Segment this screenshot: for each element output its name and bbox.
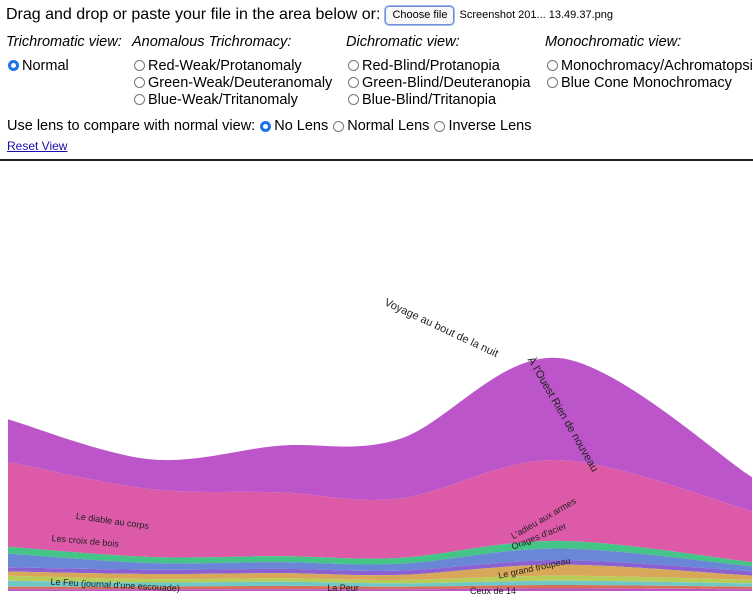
stream-layer <box>8 564 752 581</box>
option-achromatopsia[interactable]: Monochromacy/Achromatopsi <box>547 57 753 74</box>
option-label: Normal <box>22 57 69 74</box>
radio-icon[interactable] <box>134 94 145 105</box>
stream-label: La Peur <box>327 583 359 593</box>
divider <box>0 159 753 161</box>
option-deuteranomaly[interactable]: Green-Weak/Deuteranomaly <box>134 74 332 91</box>
option-tritanopia[interactable]: Blue-Blind/Tritanopia <box>348 91 496 108</box>
lens-option-inverse-lens[interactable]: Inverse Lens <box>434 118 531 134</box>
option-tritanomaly[interactable]: Blue-Weak/Tritanomaly <box>134 91 298 108</box>
anomalous-header: Anomalous Trichromacy: <box>132 34 292 50</box>
upload-label: Drag and drop or paste your file in the … <box>6 6 381 23</box>
stream-layer <box>8 580 752 587</box>
selected-file-name: Screenshot 201... 13.49.37.png <box>459 9 613 21</box>
option-protanopia[interactable]: Red-Blind/Protanopia <box>348 57 500 74</box>
streamgraph-chart: Voyage au bout de la nuit À l'Ouest Rien … <box>0 161 753 601</box>
lens-option-label: Normal Lens <box>347 118 430 134</box>
lens-option-no-lens[interactable]: No Lens <box>260 118 328 134</box>
radio-icon[interactable] <box>134 60 145 71</box>
stream-layer <box>8 575 752 584</box>
radio-icon[interactable] <box>434 120 446 132</box>
dichromatic-header: Dichromatic view: <box>346 34 460 50</box>
stream-layer <box>8 540 752 567</box>
option-label: Monochromacy/Achromatopsi <box>561 57 753 74</box>
option-blue-cone[interactable]: Blue Cone Monochromacy <box>547 74 732 91</box>
lens-option-label: No Lens <box>274 118 329 134</box>
radio-icon[interactable] <box>348 77 359 88</box>
trichromatic-header: Trichromatic view: <box>6 34 122 50</box>
radio-selected-icon[interactable] <box>8 60 19 71</box>
stream-label: Ceux de 14 <box>470 586 516 596</box>
reset-view-link[interactable]: Reset View <box>7 139 68 153</box>
option-protanomaly[interactable]: Red-Weak/Protanomaly <box>134 57 302 74</box>
toolbar: Drag and drop or paste your file in the … <box>0 0 753 159</box>
monochromatic-header: Monochromatic view: <box>545 34 682 50</box>
option-label: Red-Weak/Protanomaly <box>148 57 302 74</box>
radio-icon[interactable] <box>134 77 145 88</box>
option-label: Blue-Weak/Tritanomaly <box>148 91 298 108</box>
stream-layer <box>8 357 752 512</box>
stream-layer <box>8 548 752 572</box>
stream-layer <box>8 460 752 563</box>
option-normal[interactable]: Normal <box>8 57 69 74</box>
choose-file-button[interactable]: Choose file <box>384 4 456 26</box>
stream-layer <box>8 588 752 591</box>
upload-row: Drag and drop or paste your file in the … <box>6 4 613 26</box>
option-label: Blue-Blind/Tritanopia <box>362 91 497 108</box>
radio-icon[interactable] <box>547 77 558 88</box>
radio-icon[interactable] <box>547 60 558 71</box>
option-label: Red-Blind/Protanopia <box>362 57 500 74</box>
radio-icon[interactable] <box>333 120 345 132</box>
lens-option-label: Inverse Lens <box>448 118 532 134</box>
stream-layer <box>8 560 752 576</box>
lens-row: Use lens to compare with normal view: No… <box>7 117 531 135</box>
lens-label: Use lens to compare with normal view: <box>7 118 256 134</box>
stream-label: Voyage au bout de la nuit <box>382 297 500 360</box>
radio-icon[interactable] <box>348 60 359 71</box>
stream-layer <box>8 585 752 590</box>
option-label: Green-Weak/Deuteranomaly <box>148 74 333 91</box>
radio-selected-icon[interactable] <box>260 120 272 132</box>
lens-option-normal-lens[interactable]: Normal Lens <box>333 118 429 134</box>
option-label: Green-Blind/Deuteranopia <box>362 74 531 91</box>
option-deuteranopia[interactable]: Green-Blind/Deuteranopia <box>348 74 530 91</box>
option-label: Blue Cone Monochromacy <box>561 74 732 91</box>
radio-icon[interactable] <box>348 94 359 105</box>
